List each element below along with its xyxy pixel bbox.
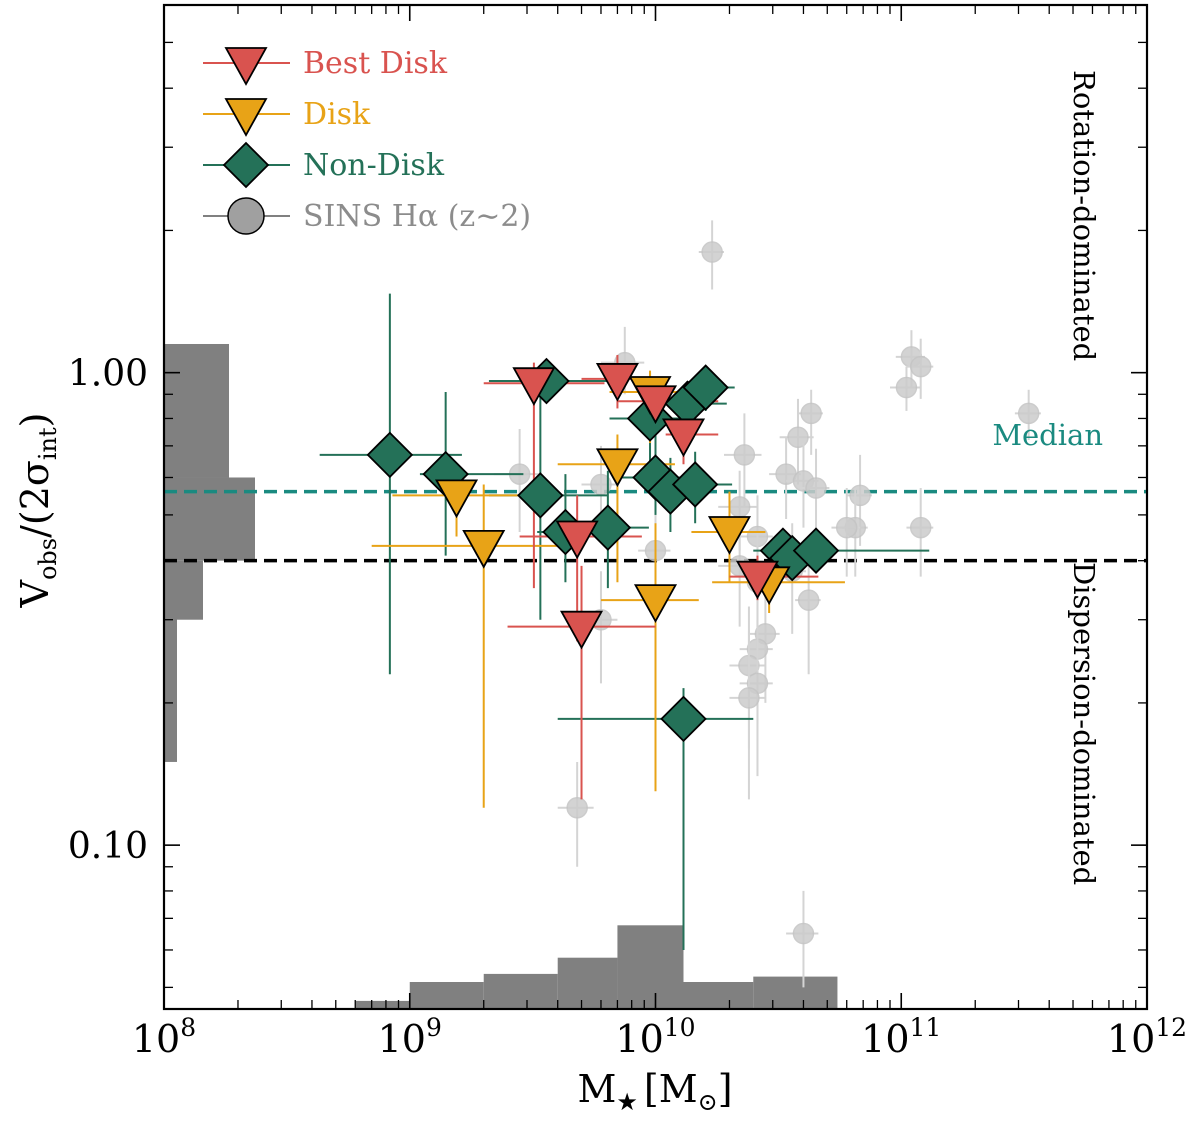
non-disk-point-12 [660,695,707,743]
sins-h-z-point-6 [800,402,822,425]
sins-h-z-point-5 [1017,402,1040,425]
non-disk-point-9 [671,461,719,508]
sins-h-z-point-17 [835,516,858,539]
non-disk-point-0 [366,431,414,479]
disk-point-1 [462,529,506,569]
hist-x-bar-5 [683,982,754,1009]
legend-label-2: Non-Disk [303,148,445,183]
sins-h-z-point-32 [792,922,815,945]
y-axis-label: Vobs/(2σint) [13,413,62,609]
legend-label-3: SINS Hα (z∼2) [303,199,531,234]
non-disk-point-2 [517,472,564,519]
x-tick-label-1: 109 [378,1013,442,1061]
disk-point-0 [434,479,479,519]
disk-point-4 [633,584,678,624]
x-tick-label-3: 1011 [861,1013,941,1061]
plot-frame [162,3,1149,1011]
sins-h-z-point-15 [728,496,751,518]
x-tick-label-4: 1012 [1107,1013,1187,1061]
disk-point-5 [707,516,752,555]
data-markers [366,357,840,743]
non-disk-point-5 [584,504,632,551]
hist-y-bar-1 [164,560,203,620]
disk-point-2 [595,448,639,488]
hist-y-bar-3 [164,343,229,478]
legend-marker-0 [224,47,268,86]
x-tick-label-2: 1010 [615,1013,695,1061]
hist-x-bar-4 [617,925,684,1009]
legend: Best Disk Disk Non-Disk SINS Hα (z∼2) [203,46,531,235]
best-disk-point-1 [555,520,599,560]
sins-h-z-point-14 [849,484,871,507]
sins-h-z-point-4 [895,376,918,399]
y-tick-label-1: 1.00 [68,354,148,395]
legend-label-0: Best Disk [303,46,448,81]
legend-marker-1 [224,98,268,137]
histograms [164,343,838,1009]
x-axis-label: M★ [M⊙] [577,1067,732,1116]
sins-h-z-point-13 [805,477,827,499]
non-disk-point-11 [682,364,729,411]
sins-h-z-point-30 [738,687,760,709]
rotation-dominated-label: Rotation-dominated [1067,70,1101,361]
sins-h-z-point-31 [566,796,588,819]
dispersion-dominated-label: Dispersion-dominated [1067,562,1101,885]
sins-h-z-point-18 [909,516,932,539]
sins-h-z-point-7 [787,426,809,448]
best-disk-point-4 [633,385,678,425]
hist-x-bar-2 [483,973,558,1009]
best-disk-point-2 [559,610,604,650]
x-tick-label-0: 108 [132,1013,196,1061]
non-disk-point-15 [792,527,840,574]
best-disk-point-5 [661,418,706,458]
sins-h-z-point-3 [909,355,932,378]
median-label: Median [992,418,1103,452]
error-bars [319,220,1041,988]
best-disk-point-0 [512,367,556,407]
sins-h-z-point-24 [797,589,820,611]
tick-labels: 108 109 1010 1011 1012 0.10 1.00 [68,354,1187,1061]
legend-label-1: Disk [303,97,371,132]
hist-x-bar-3 [557,957,618,1009]
best-disk-point-3 [595,363,639,402]
legend-marker-2 [222,141,270,189]
hist-x-bar-0 [355,1000,410,1009]
hist-x-bar-1 [409,982,484,1009]
sins-h-z-point-0 [701,241,723,263]
best-disk-point-6 [735,560,780,600]
sins-h-z-point-8 [733,444,756,466]
y-tick-label-0: 0.10 [68,826,148,867]
hist-x-bar-6 [753,976,838,1009]
legend-marker-3 [227,197,265,235]
